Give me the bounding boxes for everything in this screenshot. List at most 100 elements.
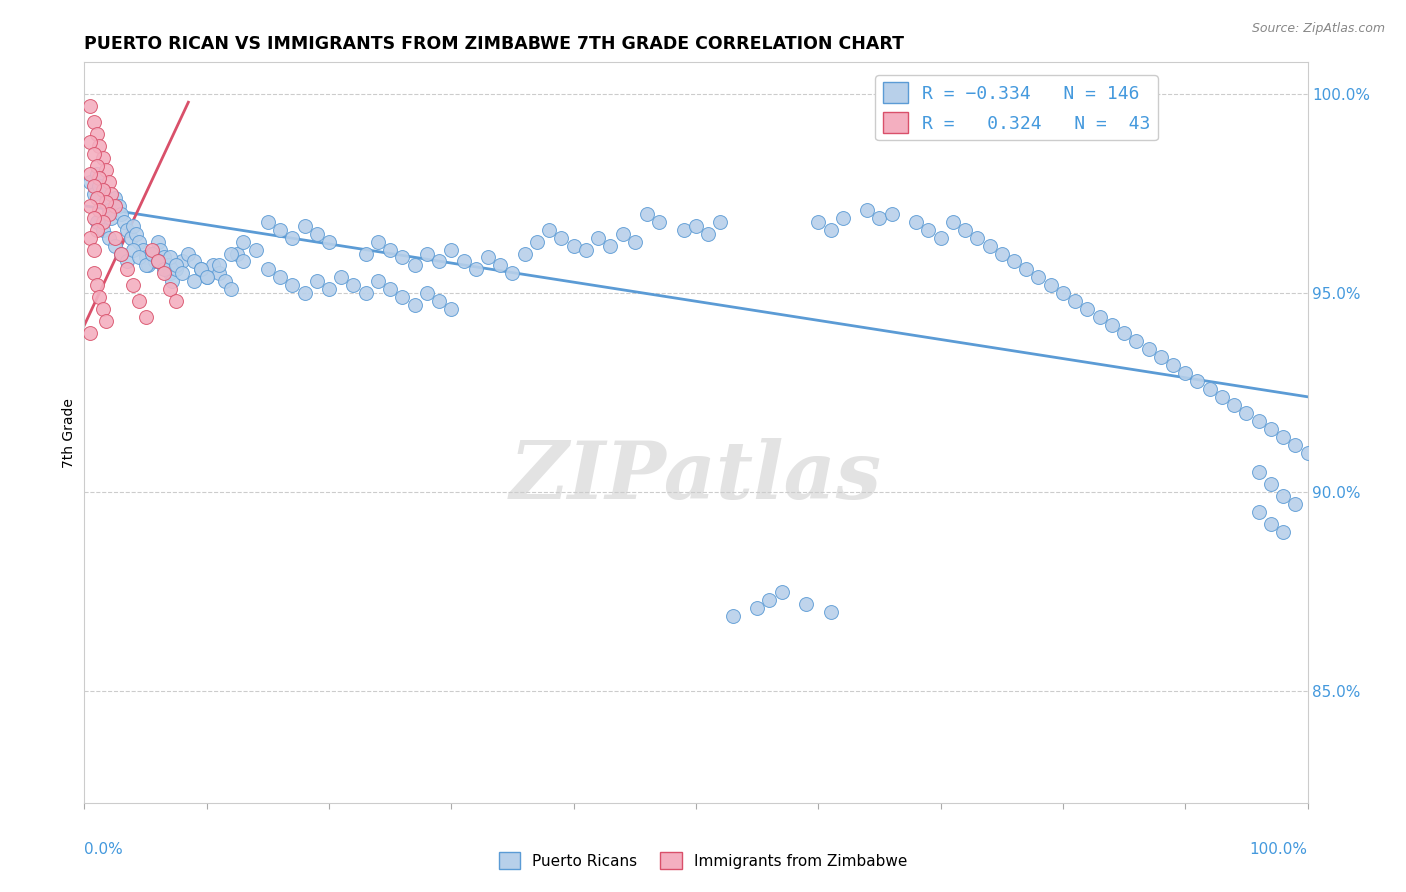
Point: [219, 282, 242, 296]
Point: [330, 270, 353, 285]
Point: [79, 99, 101, 113]
Text: ZIPatlas: ZIPatlas: [510, 438, 882, 516]
Point: [159, 282, 181, 296]
Point: [214, 274, 236, 288]
Point: [318, 235, 340, 249]
Point: [219, 246, 242, 260]
Point: [1198, 382, 1220, 396]
Point: [281, 230, 304, 244]
Point: [112, 214, 135, 228]
Point: [966, 230, 988, 244]
Point: [87, 170, 110, 185]
Point: [165, 259, 187, 273]
Point: [1150, 350, 1173, 364]
Point: [427, 254, 450, 268]
Point: [83, 186, 105, 201]
Point: [96, 194, 118, 209]
Point: [104, 238, 127, 252]
Point: [979, 238, 1001, 252]
Point: [831, 211, 853, 225]
Point: [991, 246, 1014, 260]
Point: [195, 270, 218, 285]
Point: [87, 202, 110, 217]
Point: [305, 227, 328, 241]
Point: [929, 230, 952, 244]
Point: [135, 259, 157, 273]
Point: [104, 191, 127, 205]
Point: [104, 199, 127, 213]
Point: [294, 286, 316, 301]
Point: [380, 243, 402, 257]
Point: [440, 302, 463, 317]
Point: [86, 127, 108, 141]
Point: [83, 147, 105, 161]
Point: [122, 219, 145, 233]
Point: [1272, 525, 1295, 540]
Point: [86, 222, 108, 236]
Point: [562, 238, 585, 252]
Point: [208, 267, 231, 281]
Legend: Puerto Ricans, Immigrants from Zimbabwe: Puerto Ricans, Immigrants from Zimbabwe: [492, 846, 914, 875]
Point: [917, 222, 939, 236]
Point: [1039, 278, 1062, 293]
Point: [86, 214, 108, 228]
Point: [159, 267, 181, 281]
Point: [83, 267, 105, 281]
Point: [342, 278, 364, 293]
Point: [489, 259, 512, 273]
Point: [257, 262, 280, 277]
Point: [1260, 517, 1282, 532]
Point: [380, 282, 402, 296]
Point: [110, 207, 132, 221]
Point: [453, 254, 475, 268]
Point: [83, 243, 105, 257]
Point: [672, 222, 695, 236]
Point: [83, 115, 105, 129]
Point: [177, 246, 200, 260]
Point: [87, 139, 110, 153]
Point: [1052, 286, 1074, 301]
Point: [391, 290, 413, 304]
Point: [107, 199, 129, 213]
Point: [100, 186, 122, 201]
Point: [97, 207, 120, 221]
Point: [1260, 477, 1282, 491]
Point: [869, 211, 891, 225]
Point: [208, 259, 231, 273]
Point: [86, 167, 108, 181]
Point: [141, 246, 163, 260]
Point: [146, 254, 169, 268]
Point: [953, 222, 976, 236]
Point: [416, 286, 439, 301]
Point: [1272, 429, 1295, 443]
Point: [294, 219, 316, 233]
Point: [404, 298, 426, 312]
Point: [128, 251, 150, 265]
Point: [190, 262, 212, 277]
Point: [709, 214, 731, 228]
Point: [91, 151, 114, 165]
Text: PUERTO RICAN VS IMMIGRANTS FROM ZIMBABWE 7TH GRADE CORRELATION CHART: PUERTO RICAN VS IMMIGRANTS FROM ZIMBABWE…: [84, 35, 904, 53]
Point: [97, 202, 120, 217]
Point: [905, 214, 928, 228]
Point: [79, 135, 101, 149]
Point: [747, 600, 769, 615]
Point: [97, 230, 120, 244]
Text: Source: ZipAtlas.com: Source: ZipAtlas.com: [1251, 22, 1385, 36]
Point: [96, 162, 118, 177]
Point: [153, 251, 176, 265]
Point: [440, 243, 463, 257]
Point: [146, 235, 169, 249]
Point: [820, 605, 842, 619]
Point: [143, 254, 166, 268]
Point: [1187, 374, 1209, 388]
Point: [612, 227, 634, 241]
Point: [128, 294, 150, 309]
Point: [1223, 398, 1246, 412]
Point: [146, 254, 169, 268]
Point: [115, 262, 138, 277]
Point: [1076, 302, 1098, 317]
Point: [880, 207, 903, 221]
Point: [136, 259, 159, 273]
Point: [149, 243, 172, 257]
